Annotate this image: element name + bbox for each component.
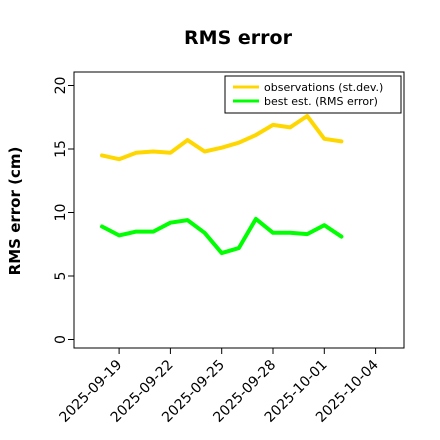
- legend-box: [224, 75, 402, 114]
- x-axis: 2025-09-192025-09-222025-09-252025-09-28…: [57, 348, 382, 426]
- legend: observations (st.dev.)best est. (RMS err…: [224, 75, 402, 114]
- best-estimate-line: [100, 216, 344, 256]
- series-layer: [100, 114, 344, 256]
- y-tick-label: 15: [53, 140, 69, 158]
- legend-label: best est. (RMS error): [264, 95, 378, 108]
- y-tick-label: 0: [53, 335, 69, 344]
- y-tick-label: 20: [53, 77, 69, 95]
- chart-title: RMS error: [184, 27, 293, 49]
- y-axis-label: RMS error (cm): [6, 147, 24, 276]
- plot-frame: [73, 71, 405, 349]
- legend-label: observations (st.dev.): [264, 81, 383, 94]
- y-tick-label: 10: [53, 204, 69, 222]
- observations-line: [100, 114, 344, 162]
- y-tick-label: 5: [53, 272, 69, 281]
- y-axis: 0 5 10 15 20: [53, 77, 74, 344]
